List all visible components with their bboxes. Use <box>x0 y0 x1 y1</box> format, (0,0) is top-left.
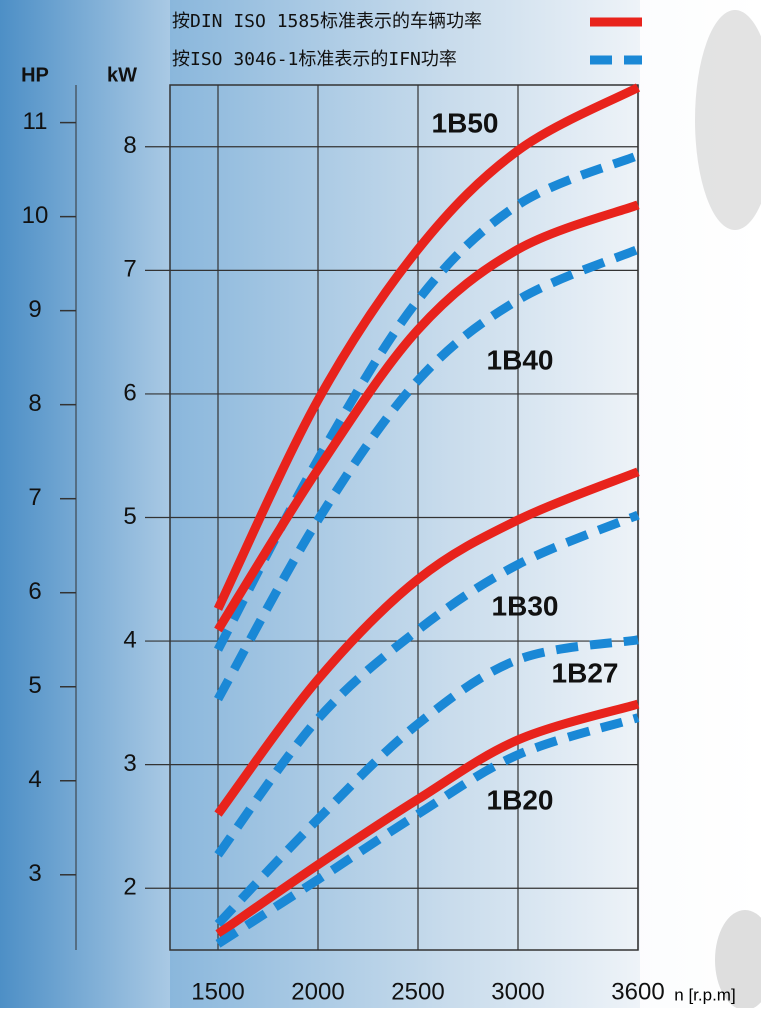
power-curve <box>215 699 640 938</box>
model-label: 1B30 <box>492 590 559 621</box>
power-curve <box>213 83 641 611</box>
x-axis-label: n [r.p.m] <box>674 985 735 1004</box>
y-tick-label: 7 <box>123 256 136 283</box>
x-tick-label: 3600 <box>611 978 664 1005</box>
power-curve <box>214 635 639 928</box>
y2-tick-label: 6 <box>28 578 41 605</box>
y2-tick-label: 3 <box>28 860 41 887</box>
y-tick-label: 5 <box>123 503 136 530</box>
axis-band <box>0 0 170 1008</box>
legend-label: 按ISO 3046-1标准表示的IFN功率 <box>172 49 457 70</box>
y-tick-label: 4 <box>123 626 136 653</box>
model-label: 1B20 <box>487 784 554 815</box>
power-curve <box>214 200 640 633</box>
x-tick-label: 1500 <box>191 978 244 1005</box>
y2-tick-label: 9 <box>28 296 41 323</box>
y-axis-label: kW <box>107 64 137 86</box>
y2-axis-label: HP <box>21 64 49 86</box>
y2-tick-label: 8 <box>28 390 41 417</box>
y-tick-label: 2 <box>123 874 136 901</box>
y2-tick-label: 11 <box>23 108 48 135</box>
power-curve <box>215 713 640 948</box>
y2-tick-label: 5 <box>28 672 41 699</box>
power-curve <box>214 510 640 858</box>
model-label: 1B50 <box>432 107 499 138</box>
power-curve <box>214 245 640 702</box>
x-tick-label: 3000 <box>491 978 544 1005</box>
y-tick-label: 8 <box>123 132 136 159</box>
power-curve <box>214 467 640 817</box>
y-tick-label: 3 <box>123 750 136 777</box>
y2-tick-label: 7 <box>28 484 41 511</box>
engine-image <box>695 10 761 230</box>
x-tick-label: 2500 <box>391 978 444 1005</box>
model-label: 1B40 <box>487 344 554 375</box>
plot-band <box>170 0 640 1008</box>
x-tick-label: 2000 <box>291 978 344 1005</box>
model-label: 1B27 <box>552 657 619 688</box>
y-tick-label: 6 <box>123 379 136 406</box>
y2-tick-label: 10 <box>22 202 49 229</box>
legend-label: 按DIN ISO 1585标准表示的车辆功率 <box>172 11 482 32</box>
y2-tick-label: 4 <box>28 766 41 793</box>
engine-image <box>715 910 761 1010</box>
